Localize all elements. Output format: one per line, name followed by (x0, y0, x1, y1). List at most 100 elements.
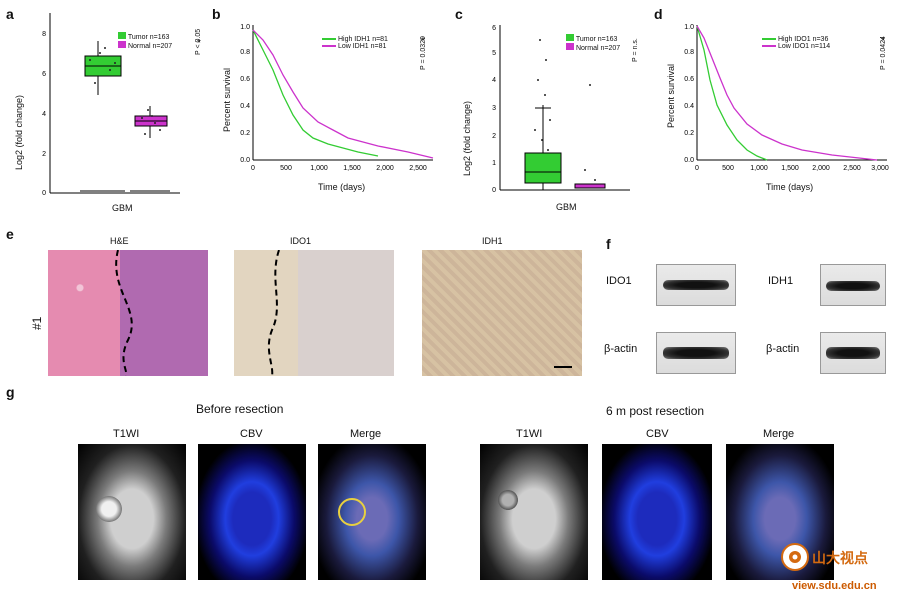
panel-d-label: d (654, 6, 663, 22)
panel-g-right-title: 6 m post resection (606, 404, 705, 418)
panel-b-label: b (212, 6, 221, 22)
panel-c-ytick: 5 (492, 50, 496, 57)
blot-label-actin-right: β-actin (766, 343, 800, 355)
he-image (48, 250, 208, 376)
panel-c-legend: Tumor n=163 Normal n=207 (566, 34, 620, 52)
mri-right-col3: Merge (763, 428, 795, 440)
blot-ido1 (656, 264, 736, 306)
mri-after-cbv (602, 444, 712, 580)
legend-swatch-tumor (118, 32, 126, 39)
panel-d-ytick: 0.2 (684, 130, 694, 137)
panel-b-ytick: 0.4 (240, 103, 250, 110)
resection-cavity (498, 490, 518, 510)
legend-text: Normal n=207 (575, 45, 621, 52)
tumor-lesion (96, 496, 122, 522)
panel-b-ytick: 0.8 (240, 49, 250, 56)
watermark-cn: 山大视点 (812, 550, 868, 566)
legend-text: Normal n=207 (127, 43, 173, 50)
legend-text: Tumor n=163 (575, 36, 618, 43)
merge-lesion (338, 498, 366, 526)
panel-c-normal-box (574, 183, 606, 189)
ido1-boundary (267, 250, 280, 376)
panel-d-legend: High IDO1 n=36 Low IDO1 n=114 (762, 36, 830, 50)
mri-after-t1wi (480, 444, 588, 580)
panel-b-xtick: 2,000 (376, 165, 394, 172)
idh1-image (422, 250, 582, 376)
blot-label-idh1: IDH1 (768, 275, 794, 287)
panel-c-ytick: 6 (492, 25, 496, 32)
panel-b-legend: High IDH1 n=81 Low IDH1 n=81 (322, 36, 388, 50)
panel-a-ytick: 6 (42, 71, 46, 78)
panel-d-survival: 0.0 0.2 0.4 0.6 0.8 1.0 0 500 1,000 1,50… (684, 24, 889, 172)
panel-b-xtick: 2,500 (409, 165, 427, 172)
panel-e-label: e (6, 226, 14, 242)
mri-left-col2: CBV (240, 428, 263, 440)
panel-b-ytick: 1.0 (240, 24, 250, 31)
mri-before-cbv (198, 444, 306, 580)
panel-a-boxplot: 0 2 4 6 8 (42, 13, 180, 197)
panel-d-xtick: 1,500 (781, 165, 799, 172)
panel-d-ytick: 0.6 (684, 76, 694, 83)
panel-b-xtick: 1,000 (310, 165, 328, 172)
watermark: 山大视点 view.sdu.edu.cn (780, 542, 900, 598)
panel-g-label: g (6, 384, 15, 400)
panel-e-title-he: H&E (110, 236, 129, 246)
blot-label-actin-left: β-actin (604, 343, 638, 355)
panel-d-xtick: 500 (722, 165, 734, 172)
panel-b-ylabel: Percent survival (222, 67, 232, 132)
panel-a-points (89, 47, 161, 135)
panel-a-tumor-box (84, 41, 122, 95)
mri-left-col1: T1WI (113, 428, 140, 440)
panel-d-ytick: 0.4 (684, 103, 694, 110)
panel-e-title-ido1: IDO1 (290, 236, 312, 246)
he-boundary (115, 250, 133, 376)
panel-c-ylabel: Log2 (fold change) (462, 100, 472, 176)
panel-d-star: * (881, 36, 885, 47)
panel-a-xlabel: GBM (112, 203, 133, 213)
mri-left-col3: Merge (350, 428, 382, 440)
panel-c-tumor-box (524, 105, 562, 190)
series-high-idh1 (252, 29, 379, 157)
legend-text: High IDO1 n=36 (777, 36, 829, 43)
panel-b-ytick: 0.0 (240, 157, 250, 164)
panel-c-points (534, 39, 596, 181)
panel-c-ytick: 2 (492, 133, 496, 140)
watermark-url: view.sdu.edu.cn (792, 580, 877, 592)
panel-a-normal-box (134, 106, 168, 138)
panel-d-xtick: 0 (695, 165, 699, 172)
legend-swatch-normal (118, 41, 126, 48)
panel-d-ylabel: Percent survival (666, 63, 676, 128)
panel-c-pvalue: P = n.s. (632, 38, 639, 62)
panel-b-xtick: 500 (280, 165, 292, 172)
mri-right-col2: CBV (646, 428, 669, 440)
series-low-idh1 (252, 29, 434, 159)
panel-a-star: * (197, 38, 201, 49)
series-low-ido1 (696, 25, 878, 161)
panel-d-xtick: 1,000 (750, 165, 768, 172)
panel-c-ytick: 1 (492, 160, 496, 167)
panel-b-xtick: 0 (251, 165, 255, 172)
blot-actin-right (820, 332, 886, 374)
panel-d-yticks: 0.0 0.2 0.4 0.6 0.8 1.0 (684, 24, 694, 164)
legend-text: High IDH1 n=81 (337, 36, 388, 43)
scale-bar (554, 366, 572, 368)
panel-a-ytick: 2 (42, 151, 46, 158)
panel-d-ytick: 0.0 (684, 157, 694, 164)
panel-a-legend: Tumor n=163 Normal n=207 (118, 32, 172, 50)
panel-c-label: c (455, 6, 463, 22)
panel-g-left-title: Before resection (196, 402, 284, 416)
panel-d-ytick: 0.8 (684, 49, 694, 56)
mri-right-col1: T1WI (516, 428, 543, 440)
panel-c-ytick: 0 (492, 187, 496, 194)
panel-c-boxplot: 0 1 2 3 4 5 6 (492, 25, 630, 194)
panel-a-ytick: 4 (42, 111, 46, 118)
panel-c-xlabel: GBM (556, 202, 577, 212)
mri-after-merge (726, 444, 834, 580)
panel-b-xtick: 1,500 (343, 165, 361, 172)
blot-band (663, 280, 729, 290)
mri-before-merge (318, 444, 426, 580)
panel-a-yticks: 0 2 4 6 8 (42, 31, 46, 197)
eye-logo-icon (781, 543, 809, 571)
blot-band (663, 347, 729, 359)
blot-actin-left (656, 332, 736, 374)
